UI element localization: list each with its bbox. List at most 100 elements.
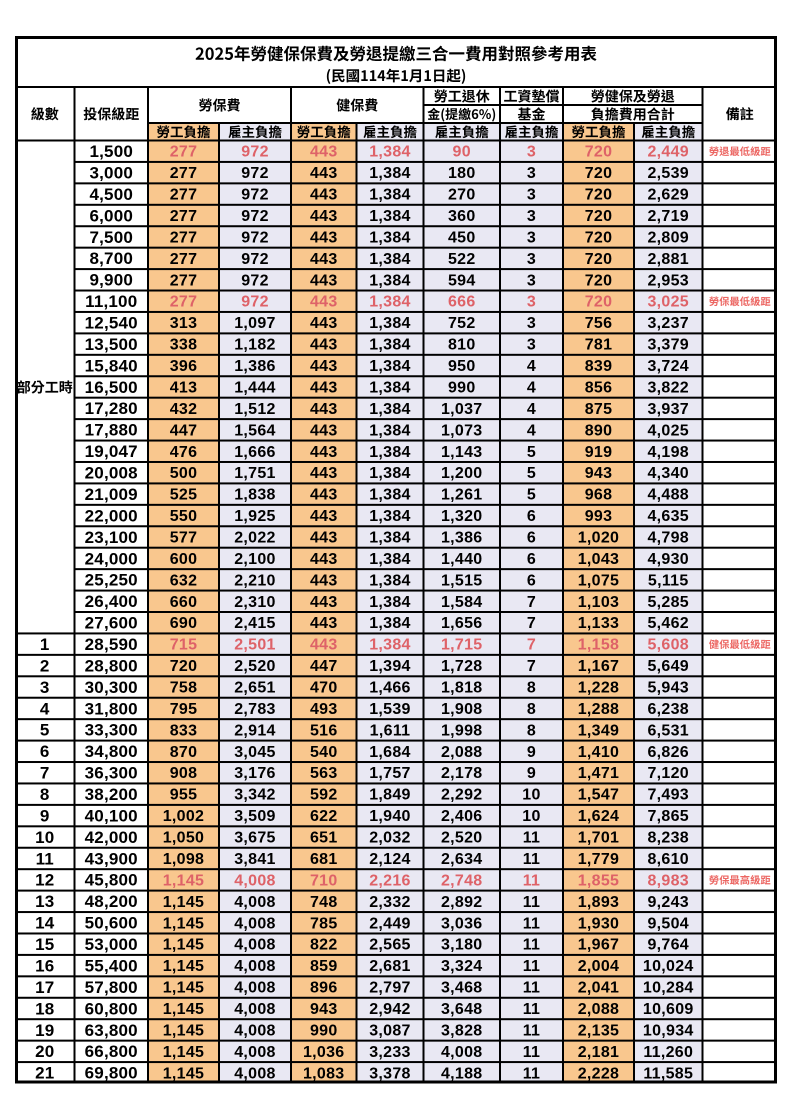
svg-text:2,178: 2,178 bbox=[441, 765, 483, 782]
svg-text:10: 10 bbox=[35, 828, 54, 847]
svg-text:7: 7 bbox=[527, 615, 536, 632]
svg-text:21: 21 bbox=[35, 1064, 54, 1083]
svg-text:1,075: 1,075 bbox=[578, 572, 620, 589]
svg-text:4,635: 4,635 bbox=[647, 508, 689, 525]
svg-text:277: 277 bbox=[170, 251, 198, 268]
svg-text:2,719: 2,719 bbox=[647, 208, 689, 225]
svg-text:972: 972 bbox=[241, 294, 269, 311]
svg-text:34,800: 34,800 bbox=[85, 742, 138, 761]
svg-text:277: 277 bbox=[170, 165, 198, 182]
svg-text:3,841: 3,841 bbox=[234, 851, 276, 868]
svg-text:20: 20 bbox=[35, 1042, 54, 1061]
svg-text:11: 11 bbox=[523, 894, 541, 911]
svg-text:1,384: 1,384 bbox=[369, 165, 411, 182]
svg-text:1,384: 1,384 bbox=[369, 551, 411, 568]
svg-text:11: 11 bbox=[523, 1001, 541, 1018]
svg-text:2,809: 2,809 bbox=[647, 229, 689, 246]
svg-text:990: 990 bbox=[310, 1022, 338, 1039]
svg-text:1,228: 1,228 bbox=[578, 680, 620, 697]
svg-text:1,145: 1,145 bbox=[163, 1022, 205, 1039]
svg-text:822: 822 bbox=[310, 937, 338, 954]
svg-text:9,504: 9,504 bbox=[647, 915, 689, 932]
svg-text:1,384: 1,384 bbox=[369, 637, 411, 654]
svg-text:752: 752 bbox=[448, 315, 476, 332]
svg-text:715: 715 bbox=[170, 637, 198, 654]
svg-text:890: 890 bbox=[585, 422, 613, 439]
svg-text:1,020: 1,020 bbox=[578, 530, 620, 547]
svg-text:5,649: 5,649 bbox=[647, 658, 689, 675]
svg-text:60,800: 60,800 bbox=[85, 999, 138, 1018]
svg-text:6: 6 bbox=[40, 742, 50, 761]
svg-text:3,176: 3,176 bbox=[234, 765, 276, 782]
svg-text:470: 470 bbox=[310, 680, 338, 697]
svg-text:972: 972 bbox=[241, 144, 269, 161]
svg-text:1,384: 1,384 bbox=[369, 272, 411, 289]
svg-text:1,444: 1,444 bbox=[234, 380, 276, 397]
svg-text:622: 622 bbox=[310, 808, 338, 825]
svg-text:396: 396 bbox=[170, 358, 198, 375]
svg-text:856: 856 bbox=[585, 380, 613, 397]
svg-text:1,998: 1,998 bbox=[441, 722, 483, 739]
svg-text:11: 11 bbox=[523, 1065, 541, 1082]
svg-text:10,284: 10,284 bbox=[643, 980, 694, 997]
svg-text:1,098: 1,098 bbox=[163, 851, 205, 868]
svg-text:955: 955 bbox=[170, 787, 198, 804]
svg-text:57,800: 57,800 bbox=[85, 978, 138, 997]
svg-text:4,008: 4,008 bbox=[234, 872, 276, 889]
svg-text:6,531: 6,531 bbox=[647, 722, 689, 739]
svg-text:6,238: 6,238 bbox=[647, 701, 689, 718]
svg-text:1,410: 1,410 bbox=[578, 744, 620, 761]
svg-text:1,036: 1,036 bbox=[303, 1044, 345, 1061]
svg-text:443: 443 bbox=[310, 487, 338, 504]
svg-text:2,210: 2,210 bbox=[234, 572, 276, 589]
svg-text:443: 443 bbox=[310, 294, 338, 311]
svg-text:2,228: 2,228 bbox=[578, 1065, 620, 1082]
svg-text:2,004: 2,004 bbox=[578, 958, 620, 975]
svg-text:40,100: 40,100 bbox=[85, 807, 138, 826]
svg-text:1,701: 1,701 bbox=[578, 830, 620, 847]
svg-text:5,943: 5,943 bbox=[647, 680, 689, 697]
svg-text:6: 6 bbox=[527, 572, 536, 589]
svg-text:8: 8 bbox=[527, 722, 536, 739]
svg-text:785: 785 bbox=[310, 915, 338, 932]
svg-text:919: 919 bbox=[585, 444, 613, 461]
svg-text:525: 525 bbox=[170, 487, 198, 504]
svg-text:2,449: 2,449 bbox=[369, 915, 411, 932]
svg-text:11: 11 bbox=[523, 830, 541, 847]
svg-text:2,629: 2,629 bbox=[647, 187, 689, 204]
svg-text:443: 443 bbox=[310, 144, 338, 161]
svg-text:1,384: 1,384 bbox=[369, 508, 411, 525]
svg-text:943: 943 bbox=[585, 465, 613, 482]
svg-text:2,520: 2,520 bbox=[441, 830, 483, 847]
svg-text:7,500: 7,500 bbox=[89, 228, 133, 247]
svg-text:1,384: 1,384 bbox=[369, 615, 411, 632]
svg-text:28,590: 28,590 bbox=[85, 635, 138, 654]
svg-text:516: 516 bbox=[310, 722, 338, 739]
svg-text:522: 522 bbox=[448, 251, 476, 268]
svg-text:1,838: 1,838 bbox=[234, 487, 276, 504]
svg-text:1,384: 1,384 bbox=[369, 487, 411, 504]
svg-text:4,198: 4,198 bbox=[647, 444, 689, 461]
svg-text:8: 8 bbox=[40, 785, 50, 804]
svg-text:277: 277 bbox=[170, 144, 198, 161]
svg-text:66,800: 66,800 bbox=[85, 1042, 138, 1061]
svg-text:2,310: 2,310 bbox=[234, 594, 276, 611]
svg-text:7,120: 7,120 bbox=[647, 765, 689, 782]
svg-text:443: 443 bbox=[310, 594, 338, 611]
svg-text:540: 540 bbox=[310, 744, 338, 761]
svg-text:2,032: 2,032 bbox=[369, 830, 411, 847]
svg-text:870: 870 bbox=[170, 744, 198, 761]
svg-text:2,135: 2,135 bbox=[578, 1022, 620, 1039]
svg-text:3,036: 3,036 bbox=[441, 915, 483, 932]
svg-text:2,216: 2,216 bbox=[369, 872, 411, 889]
svg-text:810: 810 bbox=[448, 337, 476, 354]
svg-text:943: 943 bbox=[310, 1001, 338, 1018]
svg-text:443: 443 bbox=[310, 530, 338, 547]
svg-text:3,025: 3,025 bbox=[647, 294, 689, 311]
svg-text:28,800: 28,800 bbox=[85, 656, 138, 675]
svg-text:2,124: 2,124 bbox=[369, 851, 411, 868]
svg-text:2,501: 2,501 bbox=[234, 637, 276, 654]
svg-text:3,087: 3,087 bbox=[369, 1022, 411, 1039]
svg-text:3: 3 bbox=[527, 144, 536, 161]
svg-text:443: 443 bbox=[310, 272, 338, 289]
